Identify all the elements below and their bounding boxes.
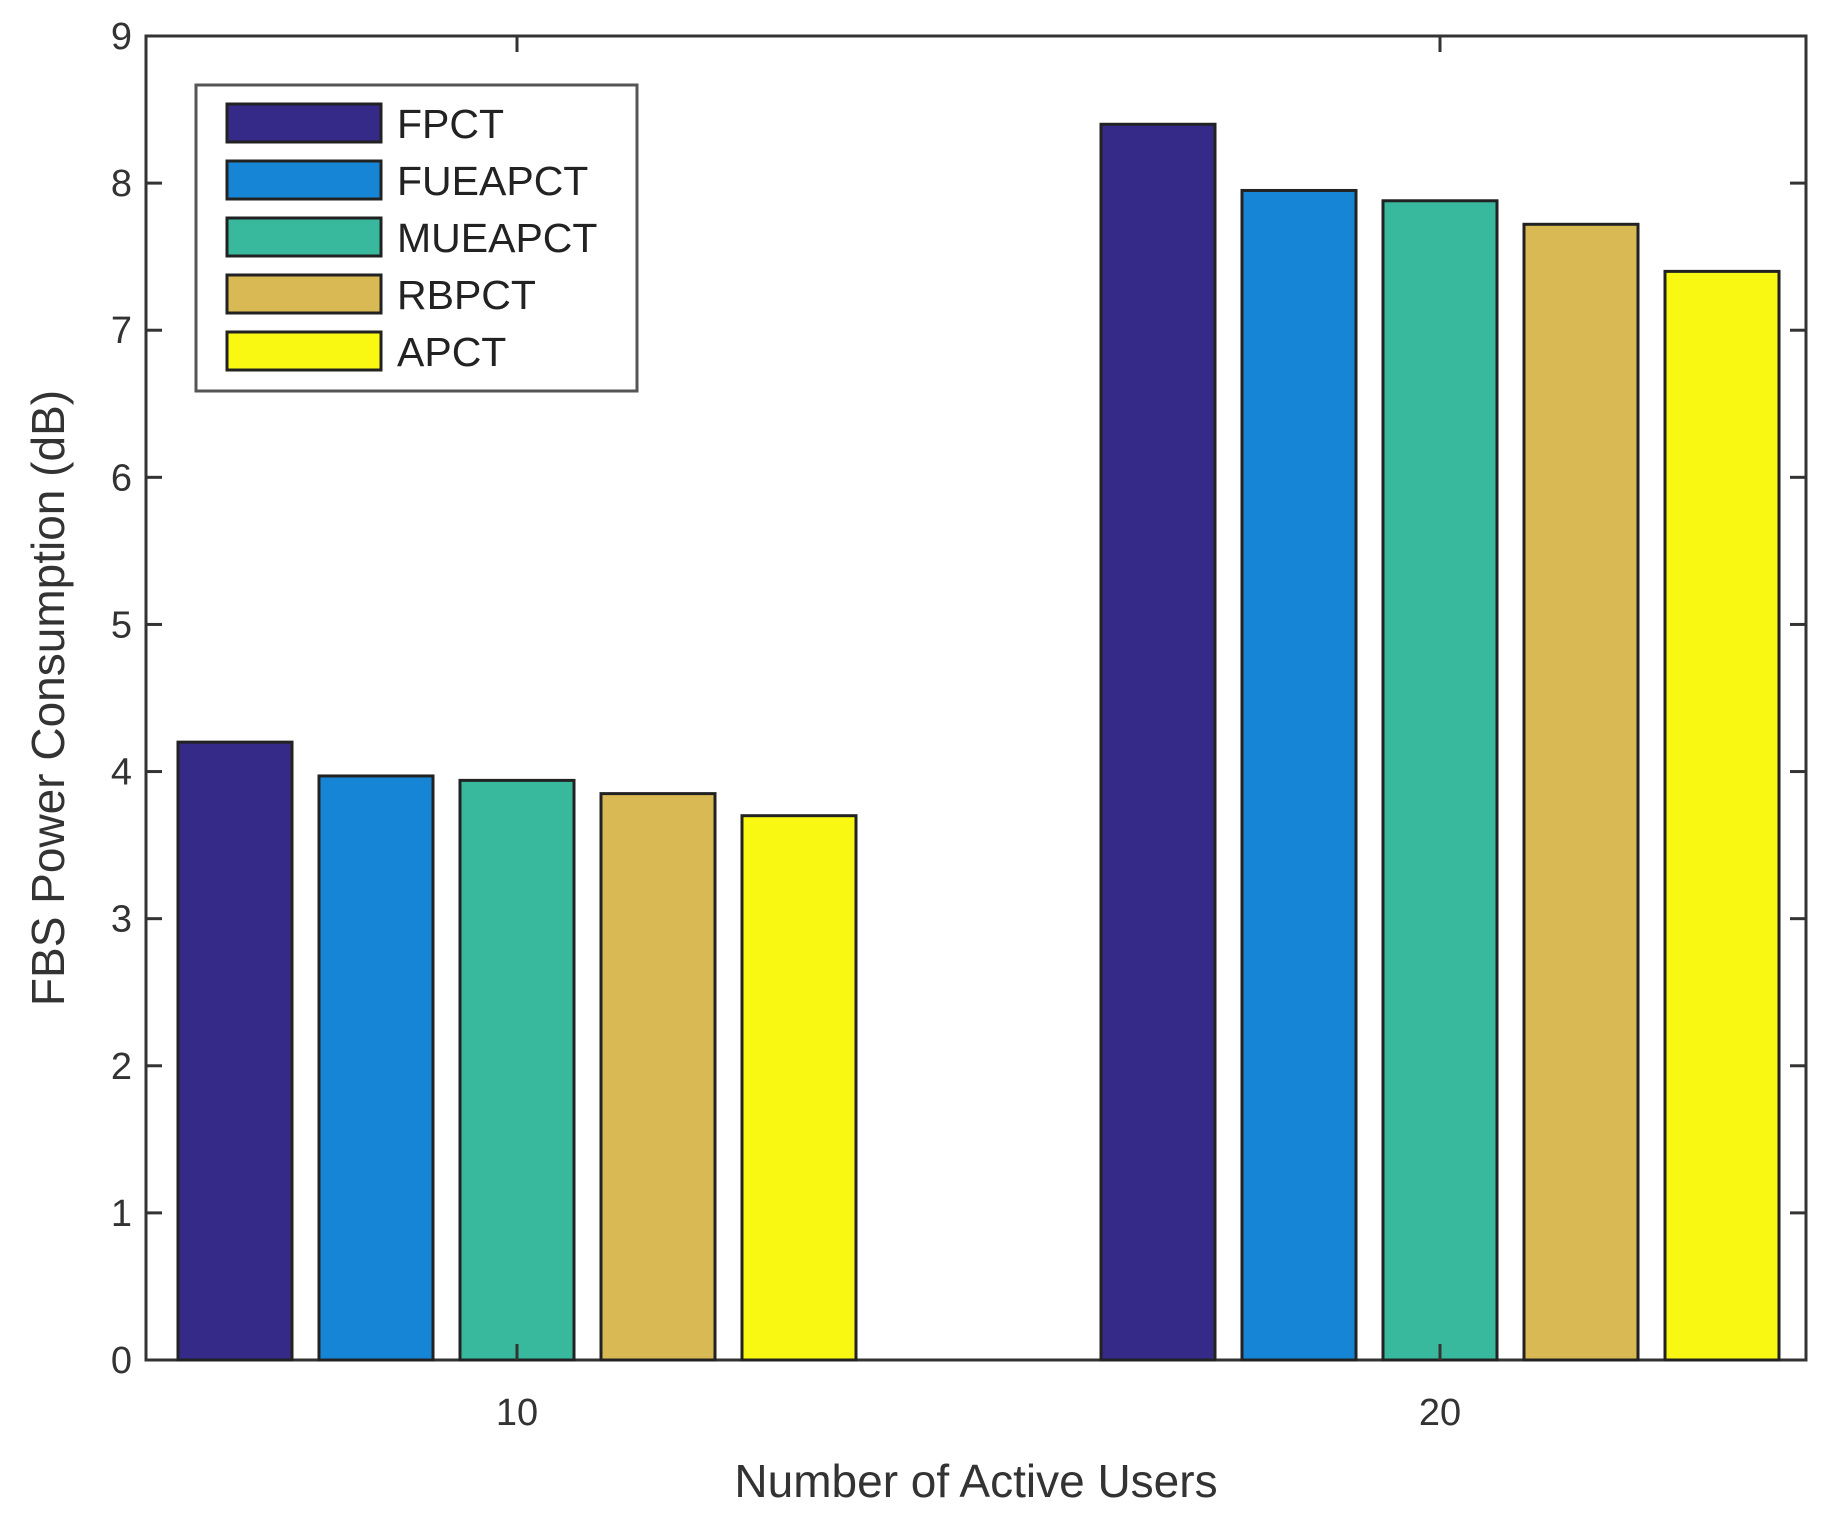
bar-fpct-20 [1099, 122, 1217, 1362]
bar-group [176, 122, 1781, 1362]
bar-fpct-10 [176, 740, 294, 1362]
bar-fueapct-10 [317, 774, 435, 1362]
y-tick-label: 1 [111, 1193, 132, 1235]
bar-mueapct-20 [1381, 199, 1499, 1362]
x-tick-label: 20 [1419, 1392, 1461, 1434]
legend-swatch-apct [225, 330, 383, 372]
y-tick-label: 7 [111, 310, 132, 352]
axis-ticks [146, 34, 1806, 1362]
y-tick-label: 2 [111, 1046, 132, 1088]
legend-swatch-mueapct [225, 216, 383, 258]
legend-swatch-rbpct [225, 273, 383, 315]
legend-swatch-fpct [225, 102, 383, 144]
x-axis-label: Number of Active Users [734, 1455, 1217, 1507]
y-tick-label: 4 [111, 752, 132, 794]
bar-fueapct-20 [1240, 188, 1358, 1362]
y-tick-label: 5 [111, 604, 132, 646]
legend-label-apct: APCT [397, 329, 506, 375]
legend-label-mueapct: MUEAPCT [397, 215, 597, 261]
y-tick-label: 8 [111, 163, 132, 205]
y-tick-labels: 0 1 2 3 4 5 6 7 8 9 [111, 16, 132, 1382]
y-tick-label: 9 [111, 16, 132, 58]
legend-swatch-fueapct [225, 159, 383, 201]
y-tick-label: 0 [111, 1340, 132, 1382]
y-tick-label: 3 [111, 899, 132, 941]
bar-apct-20 [1663, 269, 1781, 1362]
bar-rbpct-20 [1522, 222, 1640, 1362]
bar-mueapct-10 [458, 778, 576, 1362]
legend-label-fueapct: FUEAPCT [397, 158, 588, 204]
legend: FPCT FUEAPCT MUEAPCT RBPCT APCT [194, 83, 639, 393]
x-tick-labels: 10 20 [496, 1392, 1461, 1434]
legend-label-fpct: FPCT [397, 101, 504, 147]
y-axis-label: FBS Power Consumption (dB) [22, 390, 74, 1006]
legend-label-rbpct: RBPCT [397, 272, 536, 318]
bar-apct-10 [740, 814, 858, 1362]
y-tick-label: 6 [111, 457, 132, 499]
x-tick-label: 10 [496, 1392, 538, 1434]
bar-rbpct-10 [599, 792, 717, 1362]
